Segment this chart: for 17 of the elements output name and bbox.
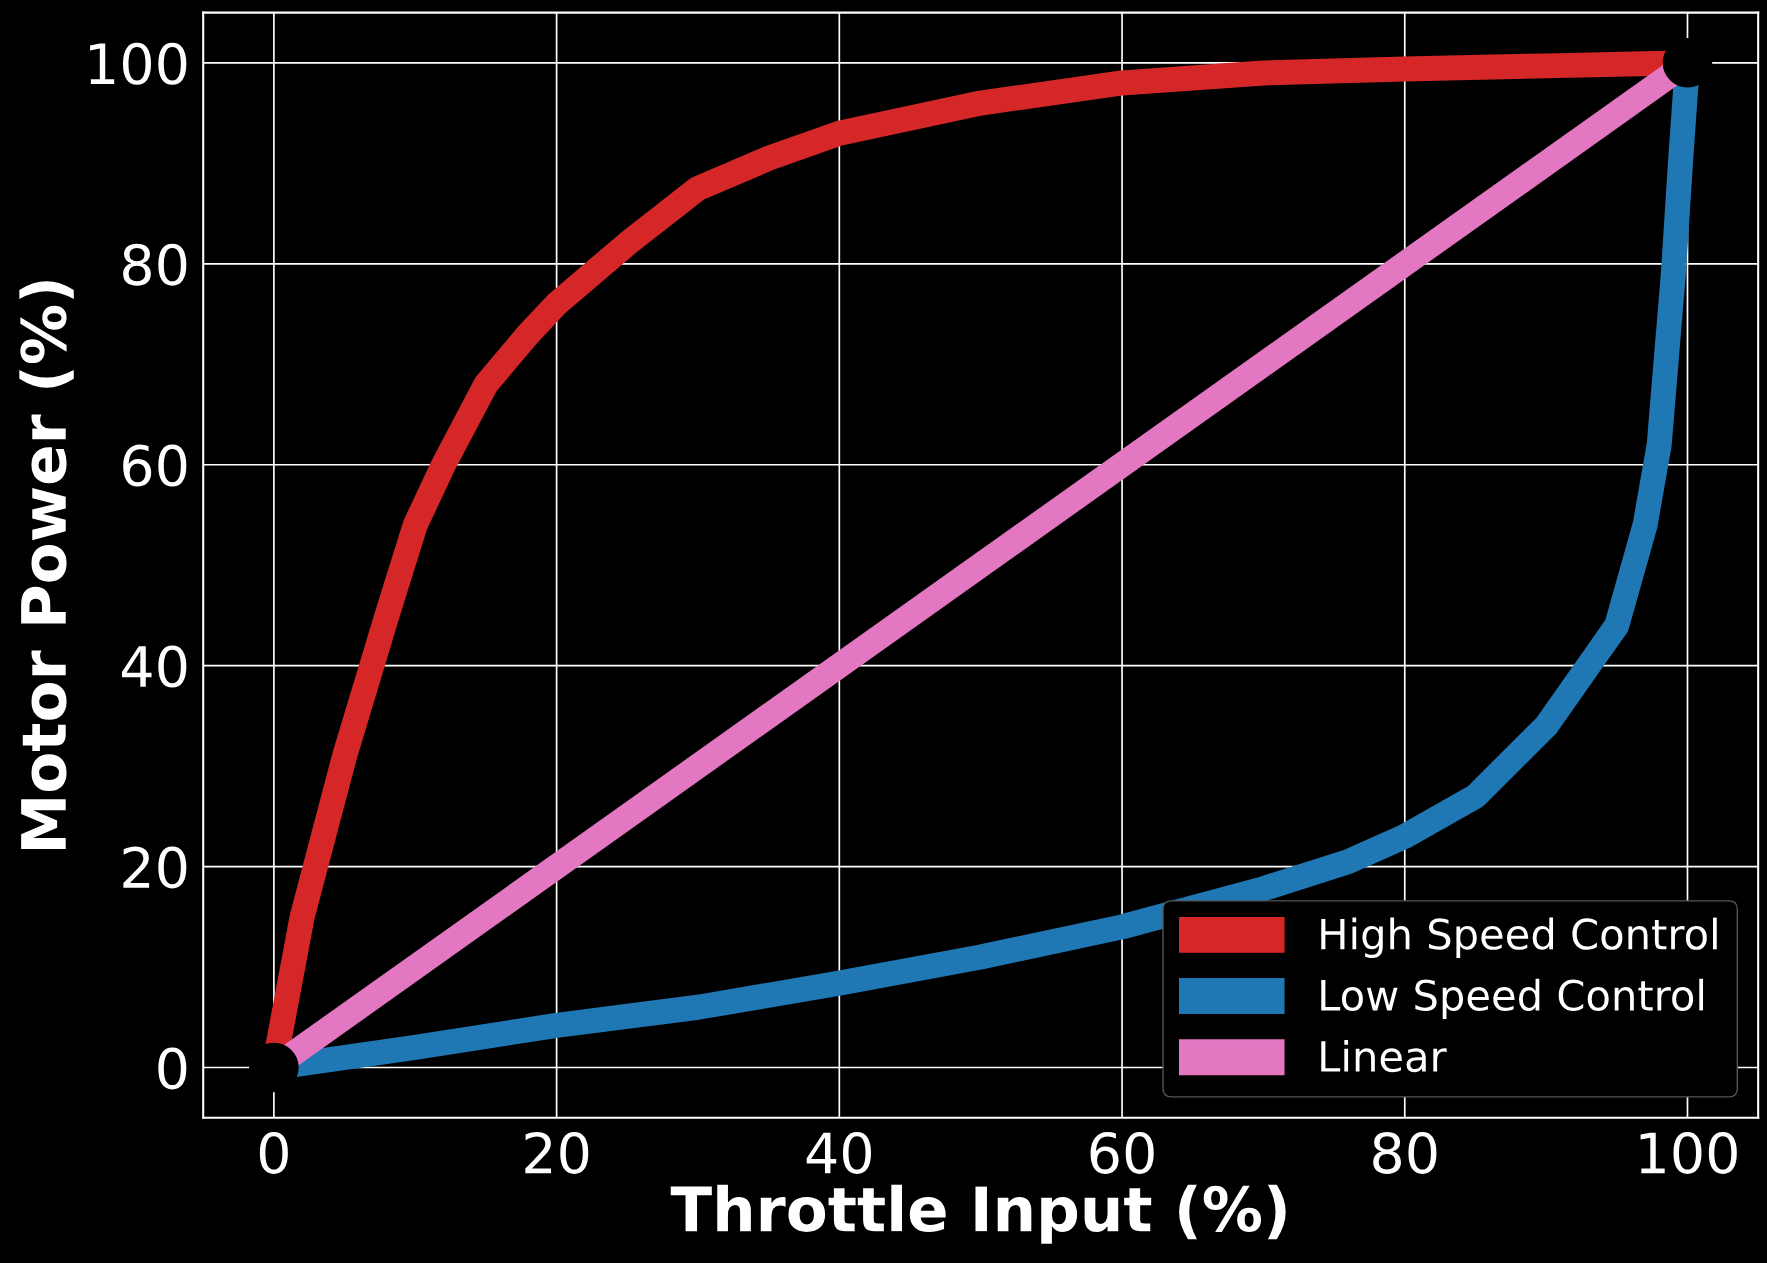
y-tick-label: 80 [123, 243, 187, 286]
legend-label: Linear [1321, 1039, 1447, 1073]
x-tick-label: 20 [525, 1131, 589, 1174]
y-tick-label: 0 [158, 1047, 187, 1090]
x-tick-label: 0 [259, 1131, 288, 1174]
legend-label: Low Speed Control [1321, 978, 1704, 1020]
y-axis-title: Motor Power (%) [19, 281, 74, 849]
x-tick-label: 40 [806, 1131, 871, 1174]
x-axis-title: Throttle Input (%) [670, 1184, 1286, 1244]
y-tick-label: 20 [123, 846, 187, 889]
x-tick-label: 80 [1373, 1131, 1437, 1174]
x-tick-label: 60 [1090, 1131, 1154, 1174]
y-tick-label: 40 [122, 645, 187, 688]
y-tick-label: 60 [123, 444, 187, 487]
x-tick-label: 100 [1640, 1131, 1737, 1174]
y-tick-label: 100 [90, 42, 187, 85]
legend-label: High Speed Control [1321, 917, 1717, 958]
